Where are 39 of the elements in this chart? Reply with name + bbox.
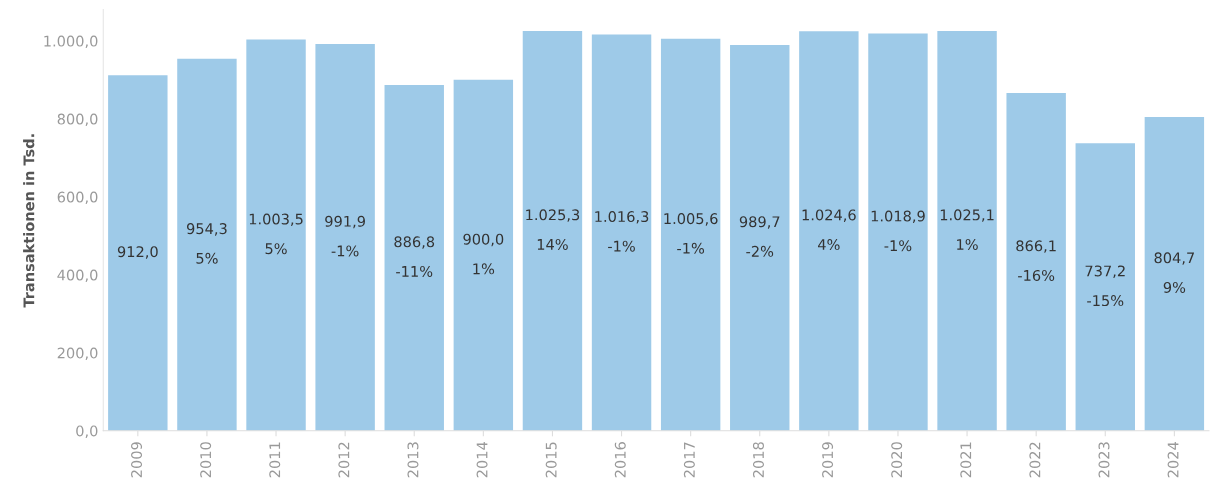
x-tick-label: 2018 [752, 442, 764, 478]
data-label: 886,8 -11% [394, 236, 435, 277]
x-tick-label: 2022 [1029, 442, 1041, 478]
data-label: 1.016,3 -1% [595, 211, 649, 252]
data-label: 1.024,6 4% [802, 209, 856, 251]
data-label: 900,0 1% [463, 233, 504, 275]
x-tick-label: 2024 [1167, 442, 1179, 478]
data-label: 1.018,9 -1% [871, 210, 925, 252]
x-tick-label: 2011 [269, 442, 281, 478]
data-label: 1.025,3 14% [526, 209, 580, 250]
data-label: 954,3 5% [186, 223, 227, 264]
data-label: 1.005,6 -1% [664, 213, 718, 254]
data-label: 737,2 -15% [1085, 265, 1125, 307]
data-label: 912,0 [117, 246, 158, 259]
x-tick-label: 2020 [891, 442, 903, 478]
y-tick-label: 800,0 [57, 113, 98, 127]
x-tick-label: 2014 [476, 442, 488, 478]
y-tick-label: 600,0 [57, 191, 98, 205]
y-axis-title: Transaktionen in Tsd. [23, 134, 35, 308]
y-tick-label: 0,0 [76, 425, 98, 438]
data-label: 1.003,5 5% [249, 213, 303, 255]
x-tick-label: 2015 [545, 442, 557, 478]
data-label: 991,9 -1% [325, 215, 365, 257]
x-tick-label: 2012 [338, 442, 350, 478]
data-label: 804,7 9% [1154, 252, 1194, 293]
x-tick-label: 2013 [407, 442, 419, 478]
y-tick-label: 200,0 [57, 347, 98, 361]
data-label: 866,1 -16% [1016, 240, 1056, 281]
x-tick-label: 2009 [131, 442, 143, 478]
x-tick-label: 2016 [614, 442, 626, 478]
x-tick-label: 2019 [822, 442, 834, 478]
y-tick-label: 400,0 [57, 269, 98, 283]
x-tick-label: 2010 [200, 442, 212, 478]
data-label: 989,7 -2% [739, 216, 780, 257]
x-tick-label: 2021 [960, 442, 972, 478]
x-tick-label: 2017 [683, 442, 695, 478]
data-label: 1.025,1 1% [940, 209, 994, 250]
x-tick-label: 2023 [1098, 442, 1110, 478]
y-tick-label: 1.000,0 [44, 35, 98, 49]
